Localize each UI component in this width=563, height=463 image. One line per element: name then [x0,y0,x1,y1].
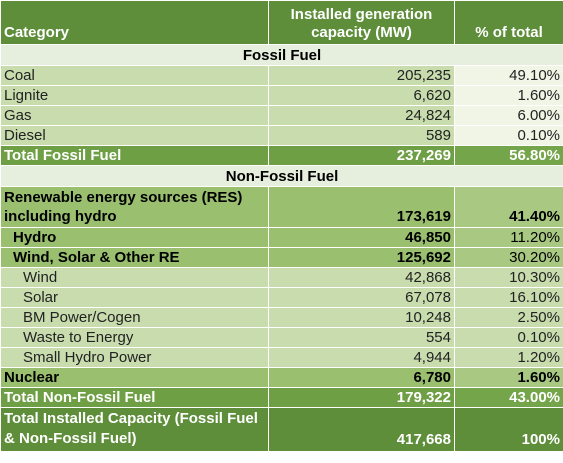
table-row-res: Renewable energy sources (RES) including… [0,186,563,228]
row-label: Small Hydro Power [0,347,269,368]
row-percent: 11.20% [454,227,563,248]
section-title-fossil: Fossil Fuel [0,44,563,66]
table-row-nuclear: Nuclear 6,780 1.60% [0,367,563,388]
capacity-table: Category Installed generation capacity (… [0,0,563,452]
row-label: Total Installed Capacity (Fossil Fuel & … [0,407,269,452]
section-row-non-fossil: Non-Fossil Fuel [0,165,563,187]
table-row-grand-total: Total Installed Capacity (Fossil Fuel & … [0,407,563,452]
row-label: Nuclear [0,367,269,388]
row-capacity: 179,322 [268,387,455,408]
row-percent: 43.00% [454,387,563,408]
row-capacity: 10,248 [268,307,455,328]
row-percent: 30.20% [454,247,563,268]
row-percent: 2.50% [454,307,563,328]
row-label: Lignite [0,85,269,106]
row-label: Solar [0,287,269,308]
row-capacity: 4,944 [268,347,455,368]
row-percent: 1.60% [454,367,563,388]
table-row-total-fossil: Total Fossil Fuel 237,269 56.80% [0,145,563,166]
row-percent: 0.10% [454,125,563,146]
row-capacity: 589 [268,125,455,146]
section-row-fossil: Fossil Fuel [0,44,563,66]
row-percent: 49.10% [454,65,563,86]
row-label: Total Non-Fossil Fuel [0,387,269,408]
header-percent: % of total [454,0,563,45]
row-percent: 100% [454,407,563,452]
header-capacity: Installed generation capacity (MW) [268,0,455,45]
table-row-solar: Solar 67,078 16.10% [0,287,563,308]
row-capacity: 46,850 [268,227,455,248]
row-capacity: 42,868 [268,267,455,288]
row-capacity: 173,619 [268,186,455,228]
table-row-wind-solar-other: Wind, Solar & Other RE 125,692 30.20% [0,247,563,268]
row-capacity: 6,620 [268,85,455,106]
row-percent: 10.30% [454,267,563,288]
row-label: Renewable energy sources (RES) including… [0,186,269,228]
row-label: Waste to Energy [0,327,269,348]
row-label: Wind [0,267,269,288]
row-label: Diesel [0,125,269,146]
row-percent: 16.10% [454,287,563,308]
row-capacity: 24,824 [268,105,455,126]
row-capacity: 205,235 [268,65,455,86]
row-capacity: 554 [268,327,455,348]
row-capacity: 6,780 [268,367,455,388]
row-label: Hydro [0,227,269,248]
row-percent: 56.80% [454,145,563,166]
row-capacity: 67,078 [268,287,455,308]
table-row-lignite: Lignite 6,620 1.60% [0,85,563,106]
table-header-row: Category Installed generation capacity (… [0,0,563,45]
table-row-small-hydro: Small Hydro Power 4,944 1.20% [0,347,563,368]
row-percent: 6.00% [454,105,563,126]
row-percent: 41.40% [454,186,563,228]
table-row-coal: Coal 205,235 49.10% [0,65,563,86]
row-capacity: 125,692 [268,247,455,268]
section-title-non-fossil: Non-Fossil Fuel [0,165,563,187]
row-capacity: 237,269 [268,145,455,166]
table-row-hydro: Hydro 46,850 11.20% [0,227,563,248]
row-label: Gas [0,105,269,126]
table-row-bm-power: BM Power/Cogen 10,248 2.50% [0,307,563,328]
row-capacity: 417,668 [268,407,455,452]
row-label: BM Power/Cogen [0,307,269,328]
row-label: Coal [0,65,269,86]
table-row-gas: Gas 24,824 6.00% [0,105,563,126]
row-label: Wind, Solar & Other RE [0,247,269,268]
table-row-waste: Waste to Energy 554 0.10% [0,327,563,348]
row-label: Total Fossil Fuel [0,145,269,166]
header-category: Category [0,0,269,45]
row-percent: 0.10% [454,327,563,348]
table-row-wind: Wind 42,868 10.30% [0,267,563,288]
table-row-total-non-fossil: Total Non-Fossil Fuel 179,322 43.00% [0,387,563,408]
table-row-diesel: Diesel 589 0.10% [0,125,563,146]
row-percent: 1.60% [454,85,563,106]
row-percent: 1.20% [454,347,563,368]
